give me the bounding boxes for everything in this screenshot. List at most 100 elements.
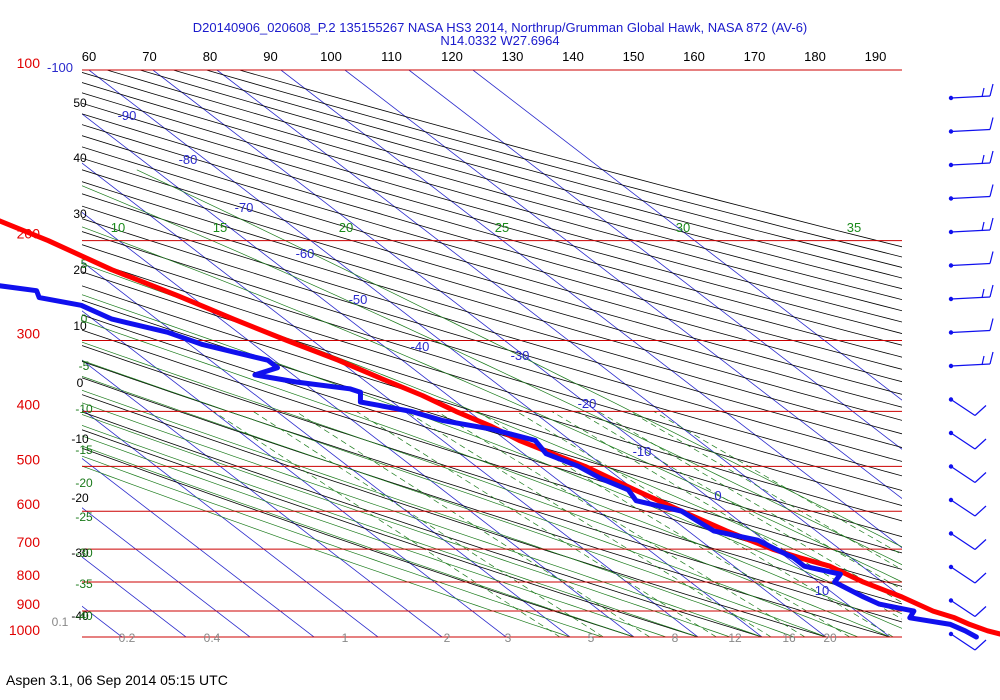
temperature-point <box>828 564 832 568</box>
wind-barb-staff <box>950 499 976 517</box>
temperature-point <box>454 409 458 413</box>
top-tick-label: 70 <box>142 49 156 64</box>
dry-adiabat-line <box>82 169 902 408</box>
isotherm-line <box>82 310 507 637</box>
mixing-ratio-bottom-label: 8 <box>672 631 679 645</box>
dewpoint-point <box>838 572 843 576</box>
mixing-ratio-line <box>629 411 902 570</box>
mixing-ratio-line <box>213 411 561 637</box>
wind-barb-staff <box>950 195 991 200</box>
dewpoint-point <box>348 387 352 391</box>
moist-adiabat-line <box>82 414 731 637</box>
dry-adiabat-label: -40 <box>71 609 89 623</box>
top-tick-label: 170 <box>744 49 766 64</box>
dewpoint-point <box>79 303 83 307</box>
dry-adiabat-line <box>82 411 763 637</box>
dry-adiabat-label: -10 <box>71 432 89 446</box>
pressure-tick-label: 300 <box>17 326 41 342</box>
dewpoint-point <box>862 595 866 599</box>
pressure-tick-label: 400 <box>17 396 41 412</box>
mixing-ratio-mid-label: 10 <box>111 220 125 235</box>
isotherm-line <box>82 211 635 637</box>
dewpoint-point <box>774 547 778 551</box>
dry-adiabat-line <box>82 345 902 605</box>
isotherm-line <box>82 113 763 637</box>
temperature-point <box>931 609 935 613</box>
temperature-point <box>798 556 802 560</box>
wind-barb <box>948 251 994 268</box>
isotherm-line <box>82 408 379 637</box>
dry-adiabat-line <box>82 447 635 637</box>
temperature-point <box>110 268 114 272</box>
isotherm-label: -10 <box>633 444 652 459</box>
pressure-tick-label: 1000 <box>9 622 40 638</box>
top-tick-label: 140 <box>562 49 584 64</box>
top-tick-label: 180 <box>804 49 826 64</box>
temperature-profile <box>0 218 1000 637</box>
plot-area: 60 70 80 90 100 110 120 130 140 150 160 170 180 19010… <box>0 49 1000 645</box>
dewpoint-point <box>275 366 280 370</box>
chart-title-line1: D20140906_020608_P.2 135155267 NASA HS3 … <box>193 20 808 35</box>
mixing-ratio-mid-label: 30 <box>676 220 690 235</box>
top-tick-label: 60 <box>82 49 96 64</box>
dry-adiabat-line <box>82 218 902 462</box>
pressure-tick-label: 500 <box>17 451 41 467</box>
chart-title-line2: N14.0332 W27.6964 <box>440 33 559 48</box>
pressure-tick-label: 100 <box>17 55 41 71</box>
isotherm-label: -40 <box>411 339 430 354</box>
pressure-tick-label: 600 <box>17 496 41 512</box>
wind-barb <box>948 184 994 201</box>
dewpoint-point <box>680 509 684 513</box>
isotherm-line <box>82 261 571 637</box>
moist-adiabat-line <box>82 185 902 566</box>
dry-adiabat-line <box>82 146 902 383</box>
dewpoint-point <box>165 330 169 334</box>
wind-barb <box>948 117 994 134</box>
dry-adiabat-label: 40 <box>73 151 87 165</box>
isotherm-line <box>82 507 251 637</box>
wind-barb-flag <box>974 472 987 483</box>
dry-adiabat-label: -30 <box>71 546 89 560</box>
dewpoint-point <box>877 602 881 606</box>
mixing-ratio-mid-label: 15 <box>213 220 227 235</box>
dry-adiabat-line <box>82 285 902 538</box>
dry-adiabat-line <box>82 72 902 301</box>
wind-barb-staff <box>950 466 976 483</box>
wind-barb-flag <box>974 405 987 416</box>
top-tick-label: 130 <box>502 49 524 64</box>
wind-barb-flag <box>989 284 994 298</box>
wind-barb-staff <box>950 399 976 416</box>
dry-adiabat-label: 10 <box>73 319 87 333</box>
dewpoint-point <box>201 343 205 347</box>
top-tick-label: 120 <box>441 49 463 64</box>
isotherm-line <box>216 70 902 598</box>
moist-adiabat-line <box>82 341 891 637</box>
dewpoint-point <box>912 609 916 613</box>
moist-adiabat-label: -30 <box>75 546 93 560</box>
wind-barb-staff <box>950 329 991 334</box>
wind-barb-staff <box>950 262 991 267</box>
mixing-ratio-mid-label: 25 <box>495 220 509 235</box>
wind-barb-flag <box>989 117 994 130</box>
isotherm-label: -70 <box>235 200 254 215</box>
mixing-ratio-bottom-label: 0.4 <box>204 631 221 645</box>
temperature-point <box>175 294 179 298</box>
wind-barb-flag <box>974 438 987 450</box>
dry-adiabat-line <box>239 70 902 248</box>
software-footer: Aspen 3.1, 06 Sep 2014 05:15 UTC <box>6 672 228 688</box>
dry-adiabat-line <box>82 299 902 554</box>
temperature-point <box>633 488 637 492</box>
wind-barb-flag <box>989 217 994 231</box>
isotherm-line <box>82 162 699 637</box>
temperature-point <box>420 393 424 398</box>
temperature-point <box>379 376 383 381</box>
mixing-ratio-bottom-label: 5 <box>588 631 595 645</box>
dewpoint-point <box>598 476 603 480</box>
wind-barb-staff <box>950 95 991 99</box>
isotherm-label: 10 <box>815 583 829 598</box>
top-tick-label: 150 <box>623 49 645 64</box>
moist-adiabat-label: -20 <box>75 476 93 490</box>
wind-barb-staff <box>950 633 976 651</box>
temperature-point <box>336 358 340 362</box>
